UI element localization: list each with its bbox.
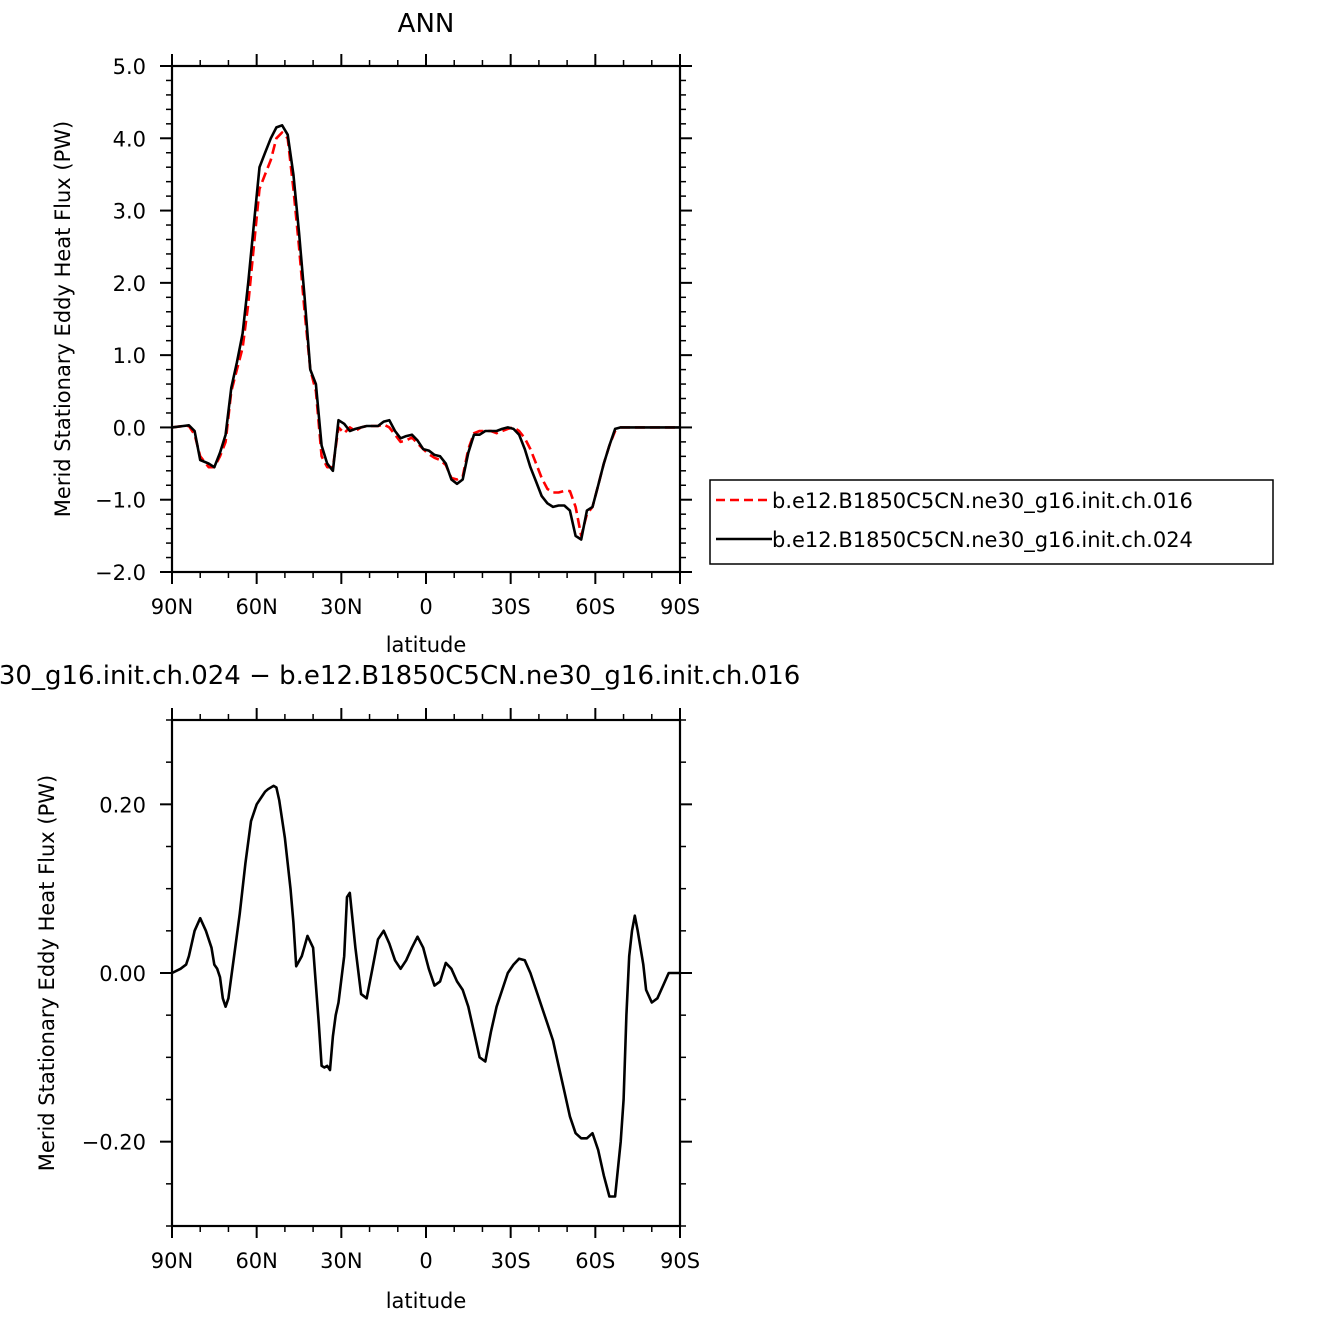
y-tick-label: 0.20	[99, 793, 146, 817]
legend-entry-1: b.e12.B1850C5CN.ne30_g16.init.ch.016	[772, 489, 1193, 514]
x-tick-label: 90N	[151, 595, 193, 619]
x-tick-label: 90N	[151, 1249, 193, 1273]
y-tick-label: −0.20	[82, 1131, 146, 1155]
x-axis-label: latitude	[386, 633, 467, 657]
y-tick-label: 2.0	[113, 272, 146, 296]
plot-frame	[170, 718, 682, 1228]
chart-difference: b.e12.B1850C5CN.ne30_g16.init.ch.024 − b…	[0, 661, 800, 1313]
legend-entry-2: b.e12.B1850C5CN.ne30_g16.init.ch.024	[772, 528, 1193, 553]
x-tick-label: 30N	[320, 1249, 362, 1273]
x-axis-label: latitude	[386, 1289, 467, 1313]
tick-group: 90N 60N 30N 0 30S 60S 90S 0.20 0.00 −0.20	[82, 708, 700, 1273]
y-axis-label: Merid Stationary Eddy Heat Flux (PW)	[35, 775, 59, 1171]
x-tick-label: 60N	[235, 1249, 277, 1273]
tick-group: 90N 60N 30N 0 30S 60S 90S 5.0 4.0 3.0 2.0 1.0 0.0 −1.…	[95, 54, 700, 619]
x-tick-label: 60S	[575, 595, 615, 619]
x-tick-label: 0	[419, 595, 432, 619]
x-tick-label: 30S	[491, 595, 531, 619]
y-tick-label: 0.00	[99, 962, 146, 986]
series-line-1	[171, 131, 680, 538]
y-axis-label: Merid Stationary Eddy Heat Flux (PW)	[51, 121, 75, 517]
y-tick-label: −2.0	[95, 561, 146, 585]
series-group	[171, 784, 680, 1198]
y-tick-label: −1.0	[95, 489, 146, 513]
plot-frame	[170, 64, 682, 574]
chart-title: b.e12.B1850C5CN.ne30_g16.init.ch.024 − b…	[0, 661, 800, 691]
x-tick-label: 0	[419, 1249, 432, 1273]
x-tick-label: 30N	[320, 595, 362, 619]
y-tick-label: 0.0	[113, 416, 146, 440]
x-tick-label: 60S	[575, 1249, 615, 1273]
chart-ann: ANN 90N 60N 30N 0 30S 60S 90S 5.0 4.0 3.0 2.0 1.0 0.…	[51, 9, 1274, 657]
y-tick-label: 4.0	[113, 127, 146, 151]
series-line-2	[171, 124, 680, 541]
series-group	[171, 124, 680, 541]
x-tick-label: 90S	[660, 1249, 700, 1273]
x-tick-label: 30S	[491, 1249, 531, 1273]
legend-box	[709, 479, 1274, 565]
legend: b.e12.B1850C5CN.ne30_g16.init.ch.016 b.e…	[709, 479, 1274, 565]
x-tick-label: 90S	[660, 595, 700, 619]
y-tick-label: 5.0	[113, 55, 146, 79]
y-tick-label: 3.0	[113, 200, 146, 224]
series-line-1	[171, 784, 680, 1198]
x-tick-label: 60N	[235, 595, 277, 619]
chart-title: ANN	[398, 9, 455, 39]
y-tick-label: 1.0	[113, 344, 146, 368]
